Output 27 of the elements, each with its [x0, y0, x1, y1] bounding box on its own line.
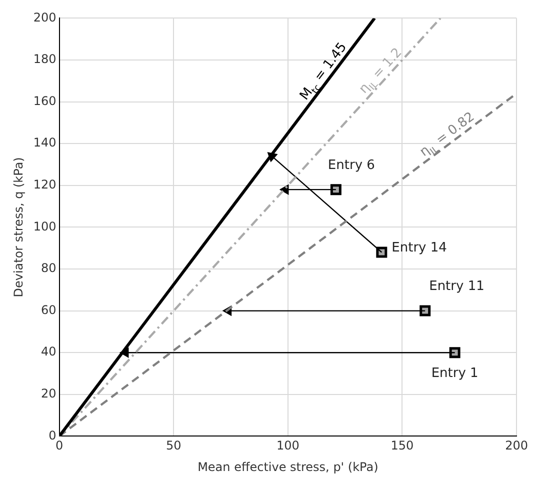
x-tick-label: 50	[166, 438, 182, 453]
y-tick-label: 60	[41, 302, 56, 317]
point	[376, 246, 388, 258]
y-tick-label: 180	[33, 52, 56, 66]
y-tick-label: 80	[41, 261, 56, 276]
y-tick-label: 40	[41, 344, 56, 359]
y-tick-label: 100	[33, 219, 56, 234]
text: ηIL = 0.82	[417, 109, 478, 160]
y-tick-label: 160	[33, 94, 56, 108]
y-tick-label: 20	[41, 386, 56, 401]
x-tick-label: 200	[505, 438, 528, 453]
y-tick-label: 0	[48, 428, 56, 442]
y-axis-title: Deviator stress, q (kPa)	[11, 157, 26, 298]
y-tick-label: 200	[33, 10, 56, 24]
y-tick-label: 140	[33, 136, 56, 150]
annotation: Entry 11	[429, 279, 484, 294]
annotation: Entry 6	[328, 158, 375, 173]
x-tick-label: 100	[276, 438, 300, 453]
x-tick-label: 150	[390, 438, 414, 453]
annotation: Entry 14	[392, 240, 447, 256]
point	[330, 184, 342, 196]
y-tick-label: 120	[33, 178, 56, 192]
point	[420, 305, 431, 316]
text: ηIL = 1.2	[356, 45, 406, 97]
x-axis-title: Mean effective stress, p' (kPa)	[198, 460, 378, 474]
annotation: Entry 1	[431, 366, 478, 381]
point	[449, 347, 460, 358]
